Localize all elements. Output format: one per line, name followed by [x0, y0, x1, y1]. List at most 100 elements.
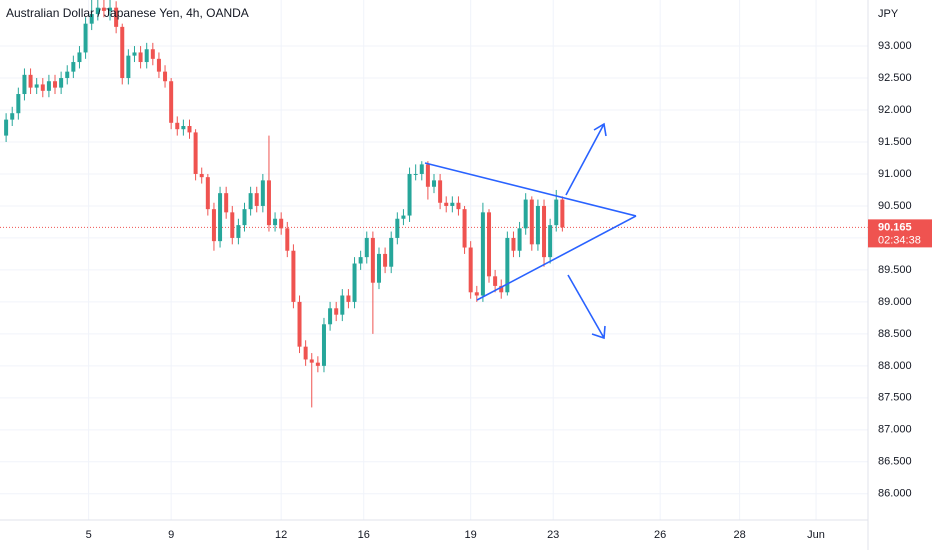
y-tick-label: 91.000	[878, 168, 912, 180]
candle-body	[163, 71, 168, 82]
candle-body	[499, 285, 504, 293]
candle-body	[370, 237, 375, 283]
y-tick-label: 86.000	[878, 488, 912, 500]
candle-body	[254, 193, 259, 206]
candle-body	[560, 199, 565, 228]
candle-body	[193, 132, 198, 174]
candle-body	[218, 193, 223, 242]
candle-body	[40, 84, 45, 91]
candle-body	[535, 205, 540, 245]
candle-body	[59, 78, 64, 88]
candle-body	[474, 292, 479, 296]
candle-body	[346, 295, 351, 302]
candle-body	[548, 225, 553, 258]
x-tick-label: 23	[547, 529, 559, 541]
chart-title: Australian Dollar / Japanese Yen, 4h, OA…	[6, 6, 249, 20]
candle-body	[71, 62, 76, 72]
candle-body	[358, 257, 363, 264]
candle-body	[224, 193, 229, 213]
candle-body	[297, 301, 302, 347]
candle-body	[511, 237, 516, 251]
candle-body	[4, 119, 9, 136]
candle-body	[16, 94, 21, 114]
candle-body	[321, 324, 326, 366]
candle-body	[28, 74, 33, 88]
candle-body	[328, 308, 333, 325]
candle-body	[108, 7, 113, 11]
candle-body	[376, 253, 381, 283]
candle-body	[450, 202, 455, 206]
candle-body	[505, 237, 510, 293]
candle-body	[432, 180, 436, 187]
candle-body	[260, 180, 265, 206]
candle-body	[53, 81, 58, 88]
x-tick-label: 26	[654, 529, 666, 541]
candle-body	[407, 173, 412, 216]
price-tag-label: 90.165	[878, 221, 912, 233]
candle-body	[401, 215, 406, 219]
candle-body	[383, 253, 388, 267]
candle-body	[83, 23, 88, 53]
candle-body	[101, 7, 106, 11]
x-tick-label: 5	[86, 529, 92, 541]
candle-body	[95, 7, 100, 15]
candle-body	[114, 7, 119, 27]
y-tick-label: 93.000	[878, 40, 912, 52]
candle-body	[279, 218, 284, 229]
candle-body	[236, 225, 241, 238]
candle-body	[529, 199, 534, 245]
candle-body	[273, 218, 278, 226]
candle-body	[554, 199, 559, 226]
candle-body	[309, 359, 314, 363]
y-tick-label: 90.500	[878, 200, 912, 212]
candle-body	[389, 237, 394, 267]
candle-body	[266, 180, 271, 226]
candle-body	[480, 212, 485, 296]
candle-body	[438, 180, 443, 203]
candle-body	[187, 126, 192, 133]
candle-body	[462, 209, 467, 248]
candle-body	[291, 250, 296, 302]
arrow	[567, 274, 605, 339]
candle-body	[419, 164, 424, 174]
candle-body	[156, 58, 161, 72]
candle-body	[205, 177, 210, 210]
y-tick-label: 87.500	[878, 392, 912, 404]
x-tick-label: 12	[275, 529, 287, 541]
candle-body	[138, 52, 143, 63]
candle-body	[22, 74, 27, 95]
trend-line	[424, 162, 637, 217]
candle-body	[444, 202, 449, 206]
candle-body	[285, 228, 290, 251]
candle-body	[425, 164, 430, 187]
countdown-label: 02:34:38	[878, 234, 921, 246]
candle-body	[175, 122, 180, 130]
candle-body	[169, 81, 174, 123]
candle-body	[199, 173, 204, 178]
x-tick-label: 9	[168, 529, 174, 541]
axis-unit: JPY	[878, 8, 899, 20]
candle-body	[144, 49, 149, 63]
arrow-head	[593, 122, 607, 137]
candle-body	[65, 71, 70, 79]
candle-body	[150, 49, 155, 59]
candle-body	[352, 263, 357, 302]
candles	[4, 0, 565, 408]
candle-body	[10, 113, 15, 120]
candle-body	[77, 52, 82, 63]
candle-body	[242, 209, 247, 226]
y-tick-label: 91.500	[878, 136, 912, 148]
arrow	[565, 123, 605, 196]
arrow-head	[591, 325, 606, 340]
candle-body	[230, 212, 235, 238]
candle-body	[334, 308, 339, 315]
y-tick-label: 89.500	[878, 264, 912, 276]
y-tick-label: 87.000	[878, 424, 912, 436]
candle-body	[181, 126, 186, 130]
candle-body	[315, 362, 320, 366]
axes: 86.000 86.500 87.000 87.500 88.000 88.500 89.0…	[86, 40, 932, 541]
candle-body	[132, 52, 137, 56]
candle-body	[395, 218, 400, 238]
